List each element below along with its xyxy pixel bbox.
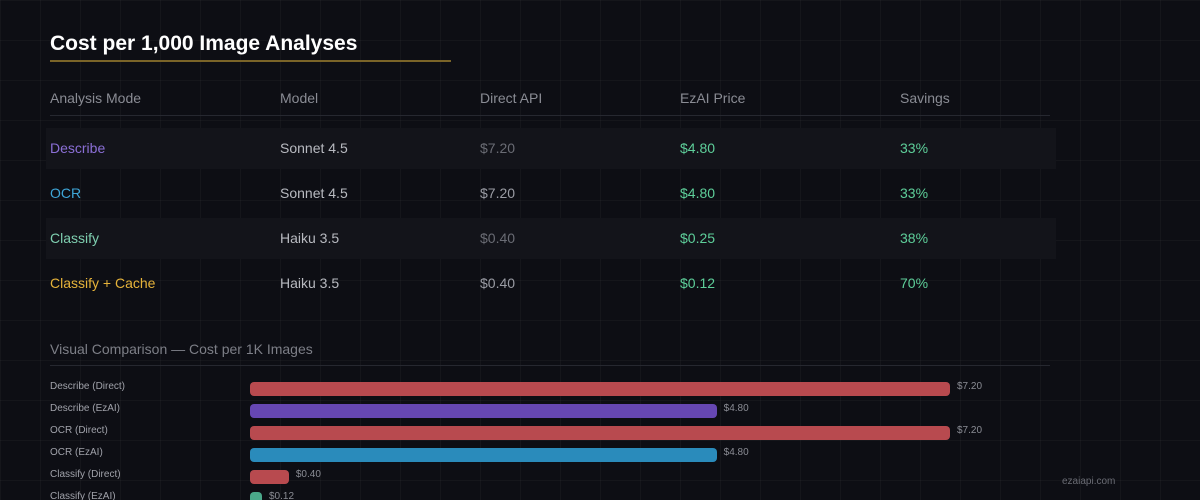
bar-label: OCR (EzAI): [50, 447, 103, 458]
bar: [250, 426, 950, 440]
bar: [250, 404, 717, 418]
cell-ezai: $4.80: [680, 185, 716, 201]
bar-value-label: $7.20: [957, 381, 983, 392]
header-model: Model: [280, 90, 319, 106]
table-row: [46, 128, 1056, 169]
cell-direct: $7.20: [480, 140, 516, 156]
bar-label: Classify (Direct): [50, 469, 121, 480]
bar-value-label: $4.80: [723, 447, 749, 458]
table-row: [46, 218, 1056, 259]
header-mode: Analysis Mode: [50, 90, 142, 106]
bar-label: Classify (EzAI): [50, 491, 116, 500]
bar-value-label: $7.20: [957, 425, 983, 436]
cell-direct: $0.40: [480, 275, 516, 291]
watermark: ezaiapi.com: [1062, 476, 1116, 487]
cell-mode: Classify + Cache: [50, 275, 156, 291]
bar: [250, 492, 262, 500]
cell-model: Sonnet 4.5: [280, 185, 348, 201]
title-underline: [50, 60, 451, 62]
bar: [250, 470, 289, 484]
cell-mode: OCR: [50, 185, 82, 201]
bar-label: Describe (EzAI): [50, 403, 121, 414]
cell-mode: Describe: [50, 140, 106, 156]
header-savings: Savings: [900, 90, 950, 106]
page-title: Cost per 1,000 Image Analyses: [50, 32, 358, 55]
cell-model: Haiku 3.5: [280, 230, 340, 246]
chart-title: Visual Comparison — Cost per 1K Images: [50, 341, 313, 357]
header-divider: [50, 115, 1050, 116]
bar-value-label: $4.80: [723, 403, 749, 414]
bar-label: OCR (Direct): [50, 425, 108, 436]
header-ezai: EzAI Price: [680, 90, 746, 106]
cell-ezai: $0.25: [680, 230, 716, 246]
bar-value-label: $0.40: [295, 469, 321, 480]
bar: [250, 382, 950, 396]
cell-ezai: $4.80: [680, 140, 716, 156]
header-direct: Direct API: [480, 90, 543, 106]
cell-model: Haiku 3.5: [280, 275, 340, 291]
bar-value-label: $0.12: [269, 491, 295, 500]
cell-savings: 33%: [900, 140, 929, 156]
bar: [250, 448, 717, 462]
cell-savings: 38%: [900, 230, 929, 246]
chart-divider: [50, 365, 1050, 366]
bar-label: Describe (Direct): [50, 381, 126, 392]
cell-direct: $0.40: [480, 230, 516, 246]
cell-savings: 33%: [900, 185, 929, 201]
cell-direct: $7.20: [480, 185, 516, 201]
cell-mode: Classify: [50, 230, 100, 246]
cell-savings: 70%: [900, 275, 929, 291]
cell-model: Sonnet 4.5: [280, 140, 348, 156]
cell-ezai: $0.12: [680, 275, 716, 291]
